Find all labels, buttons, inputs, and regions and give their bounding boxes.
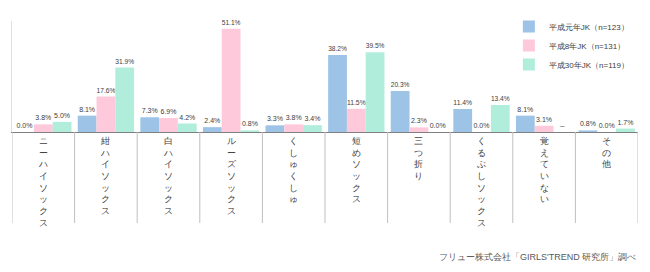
svg-text:3.4%: 3.4% xyxy=(304,115,320,122)
svg-text:7.3%: 7.3% xyxy=(142,107,158,114)
svg-text:2.3%: 2.3% xyxy=(411,117,427,124)
svg-text:0.8%: 0.8% xyxy=(580,120,596,127)
svg-text:51.1%: 51.1% xyxy=(222,19,241,26)
svg-text:8.1%: 8.1% xyxy=(517,106,533,113)
svg-text:紺ハイソックス: 紺ハイソックス xyxy=(100,136,110,216)
svg-text:13.4%: 13.4% xyxy=(491,95,510,102)
svg-text:2.4%: 2.4% xyxy=(204,117,220,124)
svg-text:3.8%: 3.8% xyxy=(286,114,302,121)
svg-text:39.5%: 39.5% xyxy=(366,42,385,49)
svg-text:三つ折り: 三つ折り xyxy=(414,136,423,181)
svg-text:3.1%: 3.1% xyxy=(536,116,552,123)
svg-text:20.3%: 20.3% xyxy=(391,81,410,88)
svg-text:0.0%: 0.0% xyxy=(430,122,446,129)
svg-text:短めソックス: 短めソックス xyxy=(352,136,361,205)
svg-text:0.0%: 0.0% xyxy=(17,122,33,129)
svg-text:0.8%: 0.8% xyxy=(242,120,258,127)
svg-text:0.0%: 0.0% xyxy=(599,122,615,129)
svg-text:平成30年JK（n=119）: 平成30年JK（n=119） xyxy=(549,61,629,70)
svg-text:5.0%: 5.0% xyxy=(54,112,70,119)
svg-text:8.1%: 8.1% xyxy=(79,106,95,113)
svg-text:ニーハイソックス: ニーハイソックス xyxy=(38,136,48,228)
svg-text:11.4%: 11.4% xyxy=(453,99,472,106)
svg-text:31.9%: 31.9% xyxy=(115,58,134,65)
svg-text:くしゅくしゅ: くしゅくしゅ xyxy=(289,136,298,205)
svg-text:その他: その他 xyxy=(602,136,611,169)
svg-text:4.2%: 4.2% xyxy=(179,114,195,121)
svg-text:3.3%: 3.3% xyxy=(267,115,283,122)
svg-text:–: – xyxy=(560,121,565,130)
svg-text:0.0%: 0.0% xyxy=(474,122,490,129)
svg-text:17.6%: 17.6% xyxy=(97,87,116,94)
svg-text:ルーズソックス: ルーズソックス xyxy=(227,136,237,216)
svg-text:平成元年JK（n=123）: 平成元年JK（n=123） xyxy=(549,23,629,32)
svg-text:くるぶしソックス: くるぶしソックス xyxy=(477,136,486,228)
svg-text:平成8年JK（n=131）: 平成8年JK（n=131） xyxy=(549,42,625,51)
svg-text:白ハイソックス: 白ハイソックス xyxy=(163,136,173,216)
svg-text:フリュー株式会社「GIRLS'TREND 研究所」調べ: フリュー株式会社「GIRLS'TREND 研究所」調べ xyxy=(439,252,636,262)
svg-text:38.2%: 38.2% xyxy=(328,45,347,52)
svg-text:覚えていない: 覚えていない xyxy=(540,136,549,205)
svg-text:6.9%: 6.9% xyxy=(161,108,177,115)
svg-text:1.7%: 1.7% xyxy=(617,119,633,126)
svg-text:11.5%: 11.5% xyxy=(347,99,366,106)
svg-text:3.8%: 3.8% xyxy=(35,114,51,121)
